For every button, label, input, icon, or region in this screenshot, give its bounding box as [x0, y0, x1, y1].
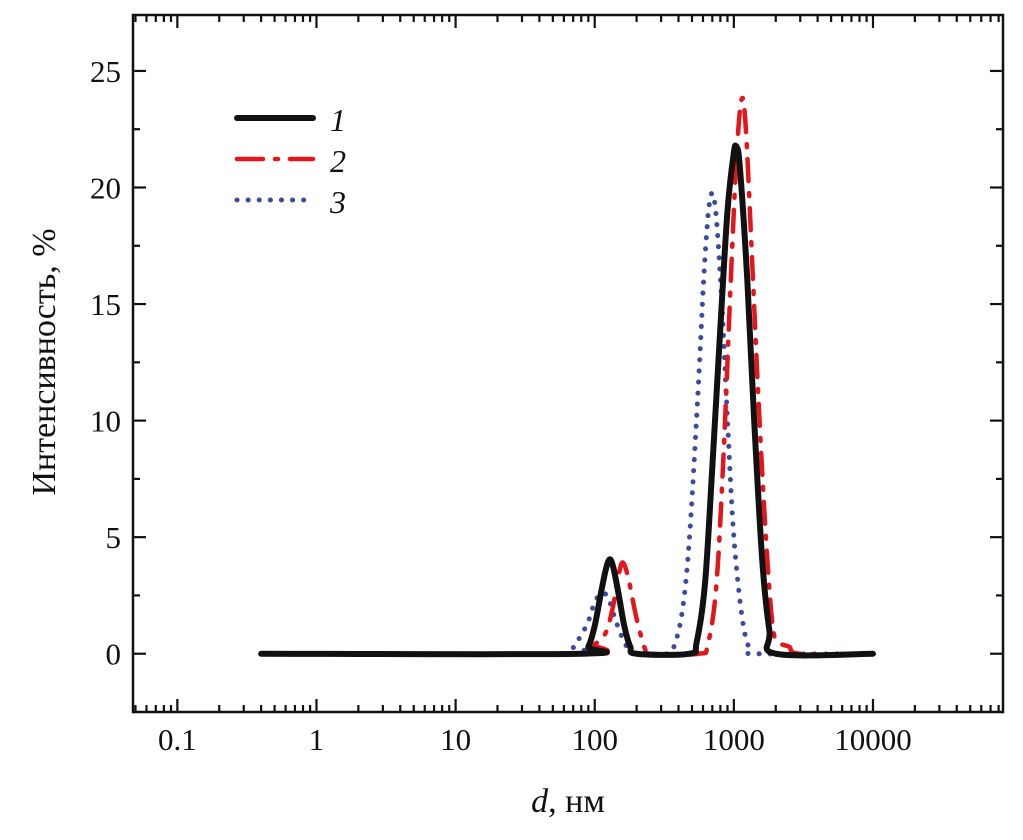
y-tick-label: 0 [106, 637, 122, 672]
legend-label-1: 1 [330, 102, 346, 138]
x-tick-labels: 0.1 1 10 100 1000 10000 [158, 722, 912, 757]
plot-curves [258, 95, 876, 659]
series-2-line [258, 95, 876, 657]
y-tick-label: 5 [106, 520, 122, 555]
legend: 1 2 3 [234, 102, 346, 220]
x-tick-label: 1000 [703, 722, 765, 757]
x-tick-label: 10000 [834, 722, 912, 757]
y-tick-label: 10 [90, 404, 121, 439]
y-tick-labels: 0 5 10 15 20 25 [90, 54, 121, 672]
x-axis-unit: , нм [548, 783, 605, 820]
x-axis-variable: d [531, 783, 549, 820]
y-axis-title: Интенсивность, % [26, 228, 63, 495]
y-tick-label: 20 [90, 171, 121, 206]
x-tick-label: 0.1 [158, 722, 197, 757]
legend-label-2: 2 [330, 143, 346, 179]
legend-label-3: 3 [329, 184, 346, 220]
x-tick-label: 100 [571, 722, 618, 757]
series-1-line [258, 142, 876, 659]
axis-ticks [133, 15, 1003, 714]
x-axis-title: d, нм [531, 783, 605, 820]
x-tick-label: 10 [440, 722, 471, 757]
y-tick-label: 15 [90, 287, 121, 322]
x-tick-label: 1 [309, 722, 325, 757]
series-3-line [258, 190, 876, 658]
y-tick-label: 25 [90, 54, 121, 89]
plot-frame [131, 13, 1005, 714]
